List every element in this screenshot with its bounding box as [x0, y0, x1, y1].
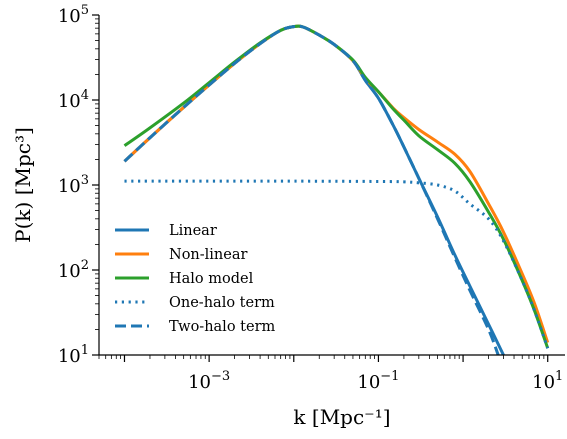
x-tick-label: 10−3: [188, 369, 230, 393]
y-tick-label: 102: [58, 258, 89, 282]
x-tick-label: 101: [532, 369, 563, 393]
x-axis-label: k [Mpc⁻¹]: [293, 405, 390, 429]
series-line-4: [123, 24, 500, 355]
y-tick-label: 105: [58, 3, 89, 27]
legend: Linear Non-linear Halo model One-halo term T…: [115, 223, 275, 335]
legend-entry: Linear: [169, 223, 217, 239]
y-tick-label: 104: [58, 88, 89, 112]
axis-ticks: 10−3 10−1 101 101 102 103 104 105: [58, 3, 564, 393]
legend-entry: One-halo term: [169, 295, 275, 311]
x-tick-label: 10−1: [357, 369, 399, 393]
legend-entry: Two-halo term: [169, 319, 275, 335]
plot-curves: [123, 24, 550, 355]
legend-entry: Non-linear: [169, 247, 247, 263]
y-axis-label: P(k) [Mpc³]: [11, 127, 35, 243]
legend-entry: Halo model: [169, 271, 254, 287]
y-tick-label: 103: [58, 173, 89, 197]
y-tick-label: 101: [58, 343, 89, 367]
series-line-3: [124, 179, 550, 349]
